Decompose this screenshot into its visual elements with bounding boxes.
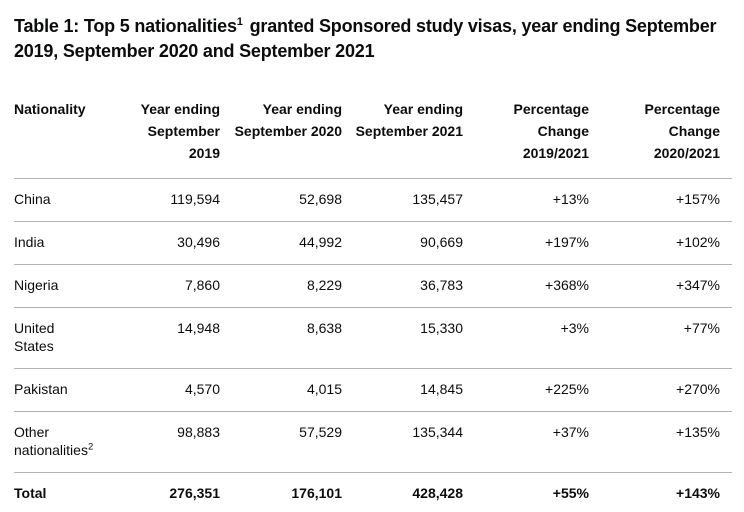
- value-cell: 7,860: [114, 264, 220, 309]
- total-label-cell: Total: [14, 472, 114, 512]
- value-cell: +270%: [589, 368, 732, 413]
- value-cell: +102%: [589, 221, 732, 266]
- value-cell: 4,570: [114, 368, 220, 413]
- value-cell: 14,845: [342, 368, 463, 413]
- nationality-label: Pakistan: [14, 381, 68, 398]
- nationality-cell: Nigeria: [14, 264, 114, 309]
- total-value-cell: 428,428: [342, 472, 463, 512]
- header-row: Nationality Year ending September 2019 Y…: [14, 94, 732, 180]
- value-cell: +225%: [463, 368, 589, 413]
- value-cell: 44,992: [220, 221, 342, 266]
- value-cell: 30,496: [114, 221, 220, 266]
- column-header-year-ending-2021: Year ending September 2021: [342, 94, 463, 180]
- value-cell: +368%: [463, 264, 589, 309]
- value-cell: +347%: [589, 264, 732, 309]
- table-title-part1: Table 1: Top 5 nationalities: [14, 16, 237, 36]
- value-cell: 36,783: [342, 264, 463, 309]
- total-value-cell: 276,351: [114, 472, 220, 512]
- value-cell: 14,948: [114, 307, 220, 370]
- title-footnote-marker: 1: [236, 16, 243, 28]
- table-row-india: India 30,496 44,992 90,669 +197% +102%: [14, 221, 732, 266]
- nationality-label: India: [14, 234, 45, 251]
- value-cell: 8,638: [220, 307, 342, 370]
- total-value-cell: +55%: [463, 472, 589, 512]
- value-cell: +13%: [463, 178, 589, 223]
- value-cell: 8,229: [220, 264, 342, 309]
- nationality-label: Nigeria: [14, 277, 59, 294]
- table-row-united-states: United States 14,948 8,638 15,330 +3% +7…: [14, 307, 732, 370]
- value-cell: +197%: [463, 221, 589, 266]
- column-header-year-ending-2019: Year ending September 2019: [114, 94, 220, 180]
- footnote-marker: 2: [87, 441, 94, 453]
- table-body: China 119,594 52,698 135,457 +13% +157% …: [14, 178, 732, 512]
- table-row-other-nationalities: Other nationalities2 98,883 57,529 135,3…: [14, 411, 732, 474]
- value-cell: 4,015: [220, 368, 342, 413]
- table-row-pakistan: Pakistan 4,570 4,015 14,845 +225% +270%: [14, 368, 732, 413]
- value-cell: 57,529: [220, 411, 342, 474]
- nationality-label: China: [14, 191, 51, 208]
- value-cell: +37%: [463, 411, 589, 474]
- value-cell: 90,669: [342, 221, 463, 266]
- value-cell: 135,344: [342, 411, 463, 474]
- column-header-pct-change-2020-2021: Percentage Change 2020/2021: [589, 94, 732, 180]
- visa-statistics-table: Nationality Year ending September 2019 Y…: [14, 94, 732, 512]
- nationality-cell: India: [14, 221, 114, 266]
- nationality-cell: Pakistan: [14, 368, 114, 413]
- value-cell: 52,698: [220, 178, 342, 223]
- table-header: Nationality Year ending September 2019 Y…: [14, 94, 732, 180]
- table-title-part2: granted Sponsored study visas, year endi…: [14, 16, 717, 62]
- nationality-cell: United States: [14, 307, 114, 370]
- nationality-cell: Other nationalities2: [14, 411, 114, 474]
- value-cell: +3%: [463, 307, 589, 370]
- table-row-total: Total 276,351 176,101 428,428 +55% +143%: [14, 472, 732, 512]
- column-header-pct-change-2019-2021: Percentage Change 2019/2021: [463, 94, 589, 180]
- table-row-nigeria: Nigeria 7,860 8,229 36,783 +368% +347%: [14, 264, 732, 309]
- value-cell: +157%: [589, 178, 732, 223]
- table-row-china: China 119,594 52,698 135,457 +13% +157%: [14, 178, 732, 223]
- value-cell: 98,883: [114, 411, 220, 474]
- column-header-year-ending-2020: Year ending September 2020: [220, 94, 342, 180]
- nationality-cell: China: [14, 178, 114, 223]
- value-cell: +77%: [589, 307, 732, 370]
- total-value-cell: 176,101: [220, 472, 342, 512]
- nationality-label: United States: [14, 320, 55, 355]
- column-header-nationality: Nationality: [14, 94, 114, 180]
- table-title: Table 1: Top 5 nationalities1 granted Sp…: [14, 14, 731, 64]
- value-cell: 119,594: [114, 178, 220, 223]
- total-value-cell: +143%: [589, 472, 732, 512]
- nationality-label: Other nationalities: [14, 424, 88, 459]
- value-cell: +135%: [589, 411, 732, 474]
- value-cell: 15,330: [342, 307, 463, 370]
- value-cell: 135,457: [342, 178, 463, 223]
